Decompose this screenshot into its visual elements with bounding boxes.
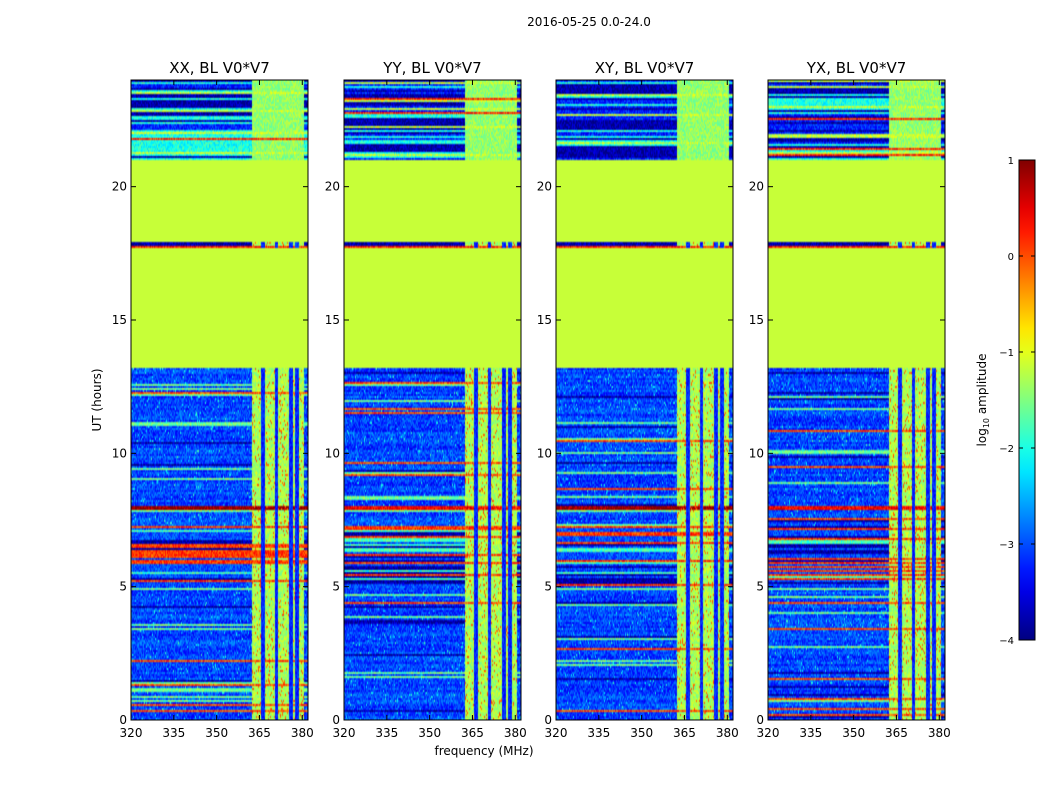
plot-frame xyxy=(130,79,309,721)
x-tick-label: 350 xyxy=(418,726,441,740)
panel-3: YX, BL V0*V7 320 335 350 365 380 0 5 10 15 20 xyxy=(749,59,951,740)
y-tick-label: 15 xyxy=(112,313,127,327)
x-tick-label: 335 xyxy=(587,726,610,740)
y-tick-label: 0 xyxy=(332,713,340,727)
colorbar-tick-label: −3 xyxy=(999,540,1014,551)
colorbar-tick-label: 1 xyxy=(1008,156,1014,167)
x-tick-label: 380 xyxy=(291,726,314,740)
x-tick-label: 365 xyxy=(673,726,696,740)
x-tick-label: 320 xyxy=(333,726,356,740)
colorbar-gradient xyxy=(1018,159,1036,641)
x-tick-label: 350 xyxy=(205,726,228,740)
x-tick-label: 365 xyxy=(248,726,271,740)
y-tick-label: 15 xyxy=(537,313,552,327)
y-tick-label: 5 xyxy=(332,580,340,594)
y-tick-label: 0 xyxy=(756,713,764,727)
x-axis-label: frequency (MHz) xyxy=(434,744,533,758)
heatmap-image xyxy=(556,80,733,720)
heatmap-image xyxy=(131,80,308,720)
panel-title: XX, BL V0*V7 xyxy=(169,59,270,77)
y-axis-label: UT (hours) xyxy=(90,368,104,431)
panel-0: XX, BL V0*V7 320 335 350 365 380 0 5 10 15 20 xyxy=(112,59,314,740)
x-tick-label: 335 xyxy=(375,726,398,740)
panel-1: YY, BL V0*V7 320 335 350 365 380 0 5 10 15 20 xyxy=(325,59,527,740)
y-tick-label: 15 xyxy=(749,313,764,327)
colorbar-tick-label: −1 xyxy=(999,348,1014,359)
x-tick-label: 380 xyxy=(928,726,951,740)
y-tick-label: 0 xyxy=(119,713,127,727)
x-tick-label: 365 xyxy=(461,726,484,740)
x-tick-label: 320 xyxy=(545,726,568,740)
y-tick-label: 20 xyxy=(537,180,552,194)
x-tick-label: 320 xyxy=(757,726,780,740)
heatmap-image xyxy=(344,80,521,720)
x-tick-label: 335 xyxy=(162,726,185,740)
x-tick-label: 380 xyxy=(504,726,527,740)
y-tick-label: 10 xyxy=(112,446,127,460)
colorbar-tick-label: −4 xyxy=(999,636,1014,647)
heatmap-image xyxy=(768,80,945,720)
plot-frame xyxy=(343,79,522,721)
x-tick-label: 335 xyxy=(799,726,822,740)
y-tick-label: 10 xyxy=(537,446,552,460)
x-tick-label: 380 xyxy=(716,726,739,740)
colorbar-tick-label: −2 xyxy=(999,444,1014,455)
panel-2: XY, BL V0*V7 320 335 350 365 380 0 5 10 15 20 xyxy=(537,59,739,740)
x-tick-label: 350 xyxy=(842,726,865,740)
x-tick-label: 350 xyxy=(630,726,653,740)
y-tick-label: 10 xyxy=(325,446,340,460)
plot-frame xyxy=(555,79,734,721)
colorbar: 1 0 −1 −2 −3 −4 log10 amplitude xyxy=(975,156,1036,647)
figure-suptitle: 2016-05-25 0.0-24.0 xyxy=(527,15,651,29)
y-tick-label: 5 xyxy=(544,580,552,594)
panel-title: XY, BL V0*V7 xyxy=(595,59,695,77)
y-tick-label: 10 xyxy=(749,446,764,460)
x-tick-label: 365 xyxy=(885,726,908,740)
y-tick-label: 20 xyxy=(112,180,127,194)
y-tick-label: 20 xyxy=(749,180,764,194)
y-tick-label: 20 xyxy=(325,180,340,194)
plot-frame xyxy=(767,79,946,721)
y-tick-label: 15 xyxy=(325,313,340,327)
colorbar-label: log10 amplitude xyxy=(975,354,991,447)
panel-title: YY, BL V0*V7 xyxy=(382,59,481,77)
x-tick-label: 320 xyxy=(120,726,143,740)
y-tick-label: 5 xyxy=(756,580,764,594)
colorbar-tick-label: 0 xyxy=(1008,252,1014,263)
y-tick-label: 0 xyxy=(544,713,552,727)
y-tick-label: 5 xyxy=(119,580,127,594)
panel-title: YX, BL V0*V7 xyxy=(806,59,907,77)
